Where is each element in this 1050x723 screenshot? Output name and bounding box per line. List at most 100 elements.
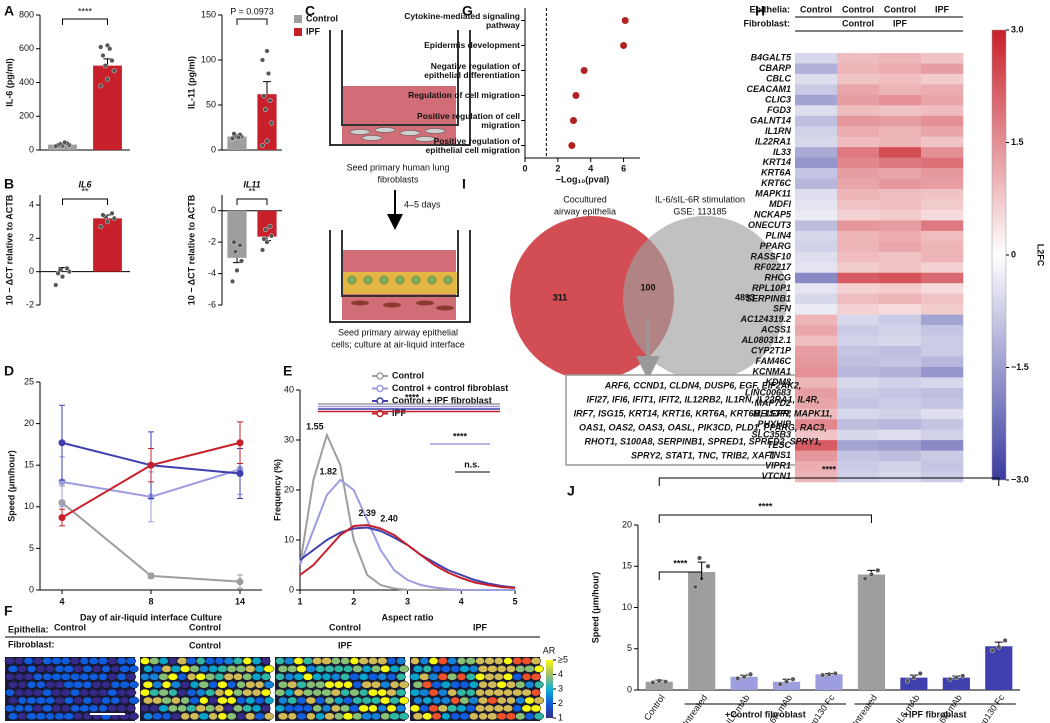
cell <box>484 672 495 681</box>
cell <box>275 672 285 681</box>
cell <box>330 688 341 697</box>
heatmap-cell <box>795 272 838 284</box>
legend-label: Control + control fibroblast <box>392 383 508 393</box>
cell <box>502 672 514 681</box>
y-tick-label: 200 <box>19 111 34 121</box>
cell <box>7 665 19 673</box>
legend-marker <box>376 397 384 405</box>
data-point <box>269 120 275 126</box>
cell <box>274 704 286 713</box>
cell <box>254 665 265 673</box>
cell <box>51 688 62 697</box>
cell <box>116 672 127 681</box>
cell <box>226 712 237 721</box>
cell <box>79 672 90 681</box>
data-point <box>263 106 269 112</box>
cell <box>128 696 140 705</box>
data-point <box>147 461 155 469</box>
cell <box>152 680 163 689</box>
cell <box>14 704 25 713</box>
panel-letter: F <box>4 603 13 619</box>
header-label: Fibroblast: <box>744 18 791 28</box>
cell <box>17 696 27 705</box>
cell <box>186 657 197 665</box>
cell <box>116 704 127 713</box>
cell <box>340 672 351 681</box>
data-point <box>267 223 273 229</box>
data-point <box>64 265 70 271</box>
heatmap-cell <box>879 471 922 483</box>
cell <box>296 696 307 705</box>
cell <box>254 680 265 689</box>
data-point <box>58 514 66 522</box>
cell <box>208 712 218 721</box>
column-label: IPF <box>935 4 950 14</box>
cell <box>524 680 535 689</box>
gene-label: IL22RA1 <box>755 136 791 146</box>
cell <box>398 665 410 673</box>
heatmap-cell <box>837 53 880 64</box>
y-tick-label: 2 <box>29 233 34 243</box>
cell <box>176 657 188 665</box>
cell <box>17 665 28 673</box>
data-point <box>868 572 874 578</box>
cell <box>409 704 421 713</box>
heatmap-cell <box>921 241 964 253</box>
heatmap-cell <box>795 387 838 399</box>
panel-letter: C <box>305 3 315 19</box>
cell <box>422 665 432 673</box>
heatmap-cell <box>837 335 880 347</box>
cell <box>4 657 16 665</box>
cell <box>459 680 470 689</box>
cell <box>377 672 388 681</box>
cell <box>468 665 479 673</box>
data-point <box>947 676 953 682</box>
gene-label: MAPK11 <box>755 189 791 199</box>
cell <box>305 696 317 705</box>
cell <box>324 680 335 689</box>
gene-list-line: ARF6, CCND1, CLDN4, DUSP6, EGF, EIF2AK2, <box>604 380 802 390</box>
cell <box>422 712 433 721</box>
heatmap-cell <box>921 209 964 221</box>
y-tick-label: 800 <box>19 9 34 19</box>
cell <box>312 688 322 697</box>
bar <box>257 210 277 237</box>
y-tick-label: 20 <box>622 519 632 529</box>
heatmap-cell <box>837 73 880 85</box>
cell <box>465 672 476 681</box>
cell <box>177 672 188 681</box>
column-label: Control <box>800 4 832 14</box>
cell <box>512 657 523 665</box>
cell <box>97 657 109 665</box>
cell <box>506 696 516 705</box>
cell <box>484 657 495 665</box>
cell <box>287 696 298 705</box>
heatmap-cell <box>921 293 964 305</box>
cell <box>487 665 498 673</box>
cell <box>91 680 102 689</box>
cell <box>284 704 295 713</box>
heatmap-cell <box>921 366 964 378</box>
cell <box>261 657 271 665</box>
cell <box>180 696 190 705</box>
heatmap-cell <box>795 440 838 451</box>
cell <box>456 704 467 713</box>
heatmap-cell <box>921 115 964 127</box>
heatmap-cell <box>837 199 880 211</box>
heatmap-cell <box>795 450 838 462</box>
cell <box>101 696 111 705</box>
column-label: IPF <box>473 622 488 632</box>
cell <box>475 688 485 697</box>
cell <box>69 672 81 681</box>
cell <box>232 657 244 665</box>
cell <box>226 665 237 673</box>
cell <box>82 665 93 673</box>
bar <box>93 218 122 272</box>
cell <box>306 712 316 721</box>
heatmap-cell <box>837 105 880 117</box>
cell <box>26 712 37 721</box>
cell <box>330 704 341 713</box>
cell <box>358 704 369 713</box>
